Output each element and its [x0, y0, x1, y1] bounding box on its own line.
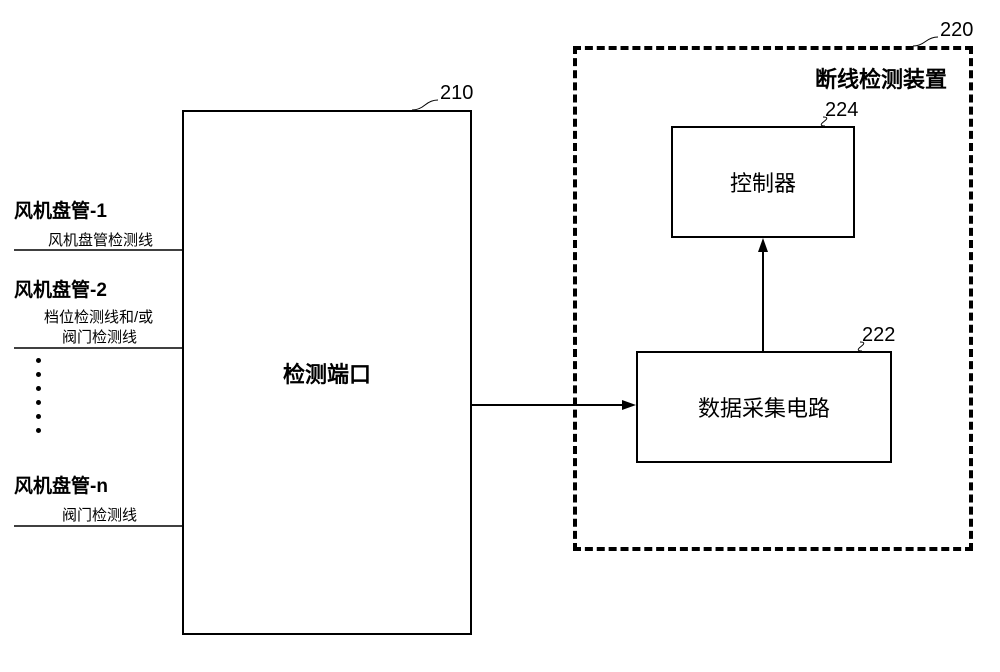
data-collector-ref: 222	[862, 324, 895, 347]
data-collector-box: 数据采集电路	[636, 351, 892, 463]
controller-box: 控制器	[671, 126, 855, 238]
controller-ref: 224	[825, 99, 858, 122]
fan-coil-n-title: 风机盘管-n	[14, 471, 108, 498]
detection-port-ref: 210	[440, 82, 473, 105]
fan-coil-1-sub: 风机盘管检测线	[48, 229, 153, 250]
detection-port-box: 检测端口	[182, 110, 472, 635]
disconnection-detection-label: 断线检测装置	[815, 62, 947, 94]
detection-port-label: 检测端口	[283, 357, 371, 389]
fan-coil-2-sub-line1: 档位检测线和/或	[44, 306, 153, 327]
fan-coil-n-sub: 阀门检测线	[62, 504, 137, 525]
controller-label: 控制器	[730, 166, 796, 198]
disconnection-detection-region	[573, 46, 973, 551]
data-collector-label: 数据采集电路	[698, 391, 830, 423]
disconnection-detection-ref: 220	[940, 19, 973, 42]
fan-coil-2-sub-line2: 阀门检测线	[62, 326, 137, 347]
fan-coil-1-title: 风机盘管-1	[14, 196, 107, 223]
fan-coil-2-title: 风机盘管-2	[14, 275, 107, 302]
ellipsis-dots	[36, 358, 41, 442]
